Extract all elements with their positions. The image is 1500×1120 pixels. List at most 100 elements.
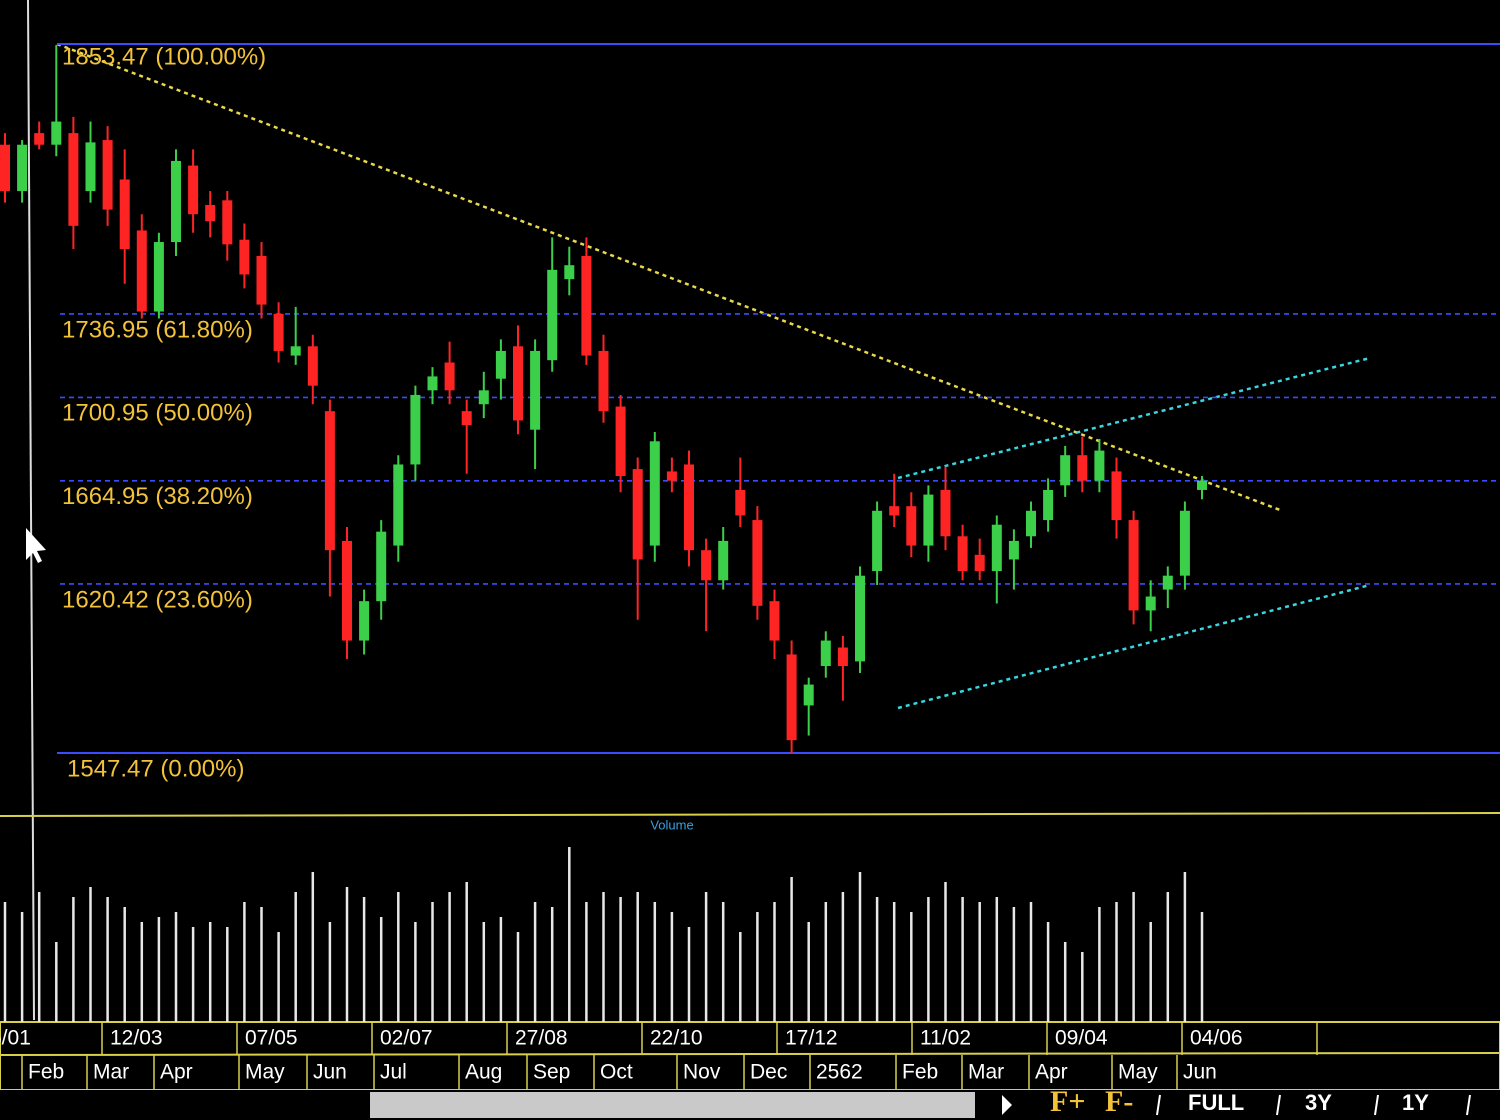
candle-body — [85, 142, 96, 192]
month-label: Apr — [1035, 1061, 1068, 1084]
candle-body — [119, 179, 130, 249]
candle-body — [598, 350, 609, 412]
channel-lower — [897, 583, 1371, 710]
date-label: 09/04 — [1055, 1027, 1108, 1050]
candle-body — [820, 640, 831, 667]
toolbar-divider — [1466, 1094, 1471, 1116]
candle-body — [547, 269, 558, 361]
candle-body — [188, 165, 199, 215]
candle-body — [872, 510, 883, 572]
candle-body — [427, 376, 438, 391]
candle-body — [444, 362, 455, 391]
fib-label: 1664.95 (38.20%) — [62, 483, 253, 510]
play-icon[interactable] — [1002, 1095, 1012, 1115]
candle-body — [530, 350, 541, 430]
candle-body — [239, 239, 250, 275]
candle-body — [769, 601, 780, 641]
candle-body — [461, 411, 472, 426]
fib-label: 1620.42 (23.60%) — [62, 586, 253, 613]
candle-body — [974, 554, 985, 572]
candle-body — [205, 204, 216, 222]
candle-body — [735, 489, 746, 516]
date-label: 11/02 — [920, 1027, 971, 1050]
month-label: Oct — [600, 1061, 633, 1084]
candle-body — [1128, 520, 1139, 611]
fib-label: 1700.95 (50.00%) — [62, 400, 253, 427]
date-label: 12/03 — [110, 1027, 163, 1050]
candle-body — [273, 313, 284, 351]
month-label: Jun — [313, 1061, 347, 1084]
candle-body — [923, 494, 934, 546]
cursor-line — [27, 0, 35, 1021]
candle-body — [1111, 471, 1122, 521]
candle-body — [393, 464, 404, 546]
fib-label: 1736.95 (61.80%) — [62, 316, 253, 343]
date-label: 17/12 — [785, 1027, 838, 1050]
toolbar-button[interactable]: FULL — [1188, 1090, 1244, 1115]
candle-body — [701, 550, 712, 581]
candle-body — [136, 230, 147, 312]
candle-body — [649, 441, 660, 546]
mouse-cursor — [26, 528, 46, 563]
candle-body — [564, 265, 575, 280]
candle-body — [51, 121, 62, 145]
candle-body — [478, 390, 489, 405]
candle-body — [222, 200, 233, 245]
toolbar-button[interactable]: 3Y — [1305, 1090, 1332, 1115]
candle-body — [581, 255, 592, 356]
fib-label: 1547.47 (0.00%) — [67, 755, 244, 782]
date-label: 02/07 — [380, 1027, 433, 1050]
candle-body — [376, 531, 387, 602]
candle-body — [171, 160, 181, 243]
candle-body — [1077, 455, 1088, 481]
month-label: Feb — [28, 1061, 64, 1084]
toolbar-button[interactable]: F+ — [1050, 1085, 1085, 1118]
channel-upper — [897, 356, 1371, 480]
month-label: May — [245, 1061, 285, 1084]
month-label: Apr — [160, 1061, 193, 1084]
candle-body — [1026, 510, 1036, 537]
axis-divider — [0, 1052, 1500, 1056]
candle-body — [290, 346, 301, 356]
scrollbar[interactable] — [370, 1092, 975, 1118]
candle-body — [786, 654, 797, 741]
month-label: Nov — [683, 1061, 721, 1084]
date-label: 04/06 — [1190, 1027, 1243, 1050]
candle-body — [1060, 455, 1071, 486]
candle-body — [940, 489, 951, 537]
toolbar-divider — [1374, 1094, 1379, 1116]
toolbar-button[interactable]: 1Y — [1402, 1090, 1429, 1115]
fib-label: 1853.47 (100.00%) — [62, 43, 266, 70]
date-label: 22/10 — [650, 1027, 703, 1050]
candle-body — [495, 350, 506, 379]
candle-body — [1008, 540, 1019, 560]
toolbar-button[interactable]: F- — [1105, 1085, 1133, 1118]
candle-body — [615, 406, 626, 477]
month-label: Jun — [1183, 1061, 1217, 1084]
candle-body — [803, 684, 814, 706]
month-label: Mar — [93, 1061, 129, 1084]
candle-body — [957, 536, 968, 572]
candle-body — [1162, 575, 1173, 590]
candle-body — [256, 255, 267, 305]
month-label: Mar — [968, 1061, 1004, 1084]
candle-body — [837, 647, 848, 667]
month-label: Feb — [902, 1061, 938, 1084]
date-label: 07/05 — [245, 1027, 298, 1050]
candle-body — [718, 540, 729, 581]
panel-divider — [0, 812, 1500, 817]
candle-body — [666, 471, 677, 481]
candle-body — [1094, 450, 1105, 481]
candle-body — [855, 575, 865, 662]
trend-line — [56, 42, 1281, 512]
candle-body — [1197, 480, 1207, 490]
date-label: 5/01 — [0, 1027, 31, 1050]
candle-body — [17, 144, 28, 192]
candle-body — [410, 394, 421, 465]
candle-body — [34, 133, 45, 145]
candle-body — [684, 464, 694, 551]
candle-body — [906, 506, 917, 546]
month-label: Sep — [533, 1061, 570, 1084]
candle-body — [632, 469, 643, 560]
